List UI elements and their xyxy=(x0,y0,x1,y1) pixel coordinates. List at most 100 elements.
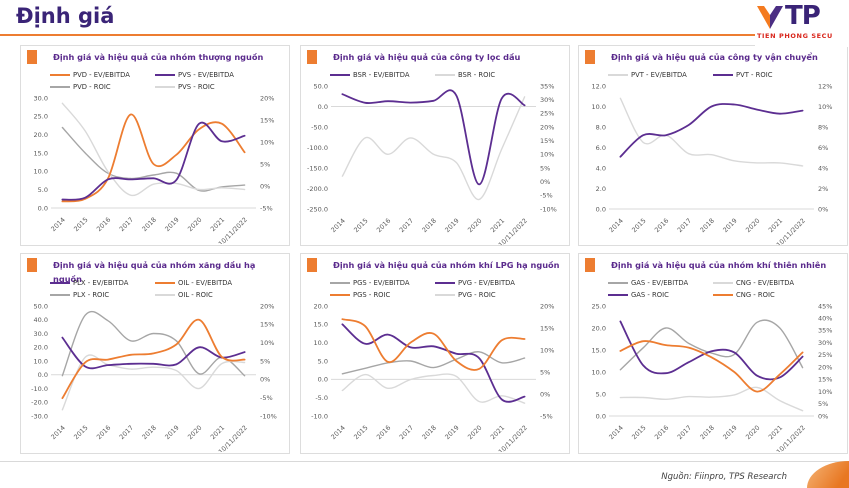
right-axis-tick: 45% xyxy=(818,302,832,310)
chart-title: Định giá và hiệu quả của nhóm khí LPG hạ… xyxy=(333,260,560,270)
legend-swatch xyxy=(155,294,175,296)
right-axis-tick: 30% xyxy=(818,339,832,347)
chart-title: Định giá và hiệu quả của nhóm thượng ngu… xyxy=(53,52,264,62)
legend-swatch xyxy=(155,282,175,284)
right-axis-tick: 0% xyxy=(540,390,550,398)
chart-legend: PGS - EV/EBITDA PVG - EV/EBITDA PGS - ROIC… xyxy=(301,276,569,301)
legend-label: CNG - ROIC xyxy=(736,291,775,299)
x-axis-label: 2015 xyxy=(72,424,89,441)
x-axis-label: 2021 xyxy=(209,216,226,233)
legend-item: CNG - ROIC xyxy=(713,289,818,301)
left-axis-tick: 30.0 xyxy=(34,94,48,102)
legend-item: PVD - ROIC xyxy=(50,81,155,93)
legend-swatch xyxy=(713,294,733,296)
right-axis-tick: 25% xyxy=(540,110,554,118)
left-axis-tick: 12.0 xyxy=(592,82,606,90)
right-axis-tick: 5% xyxy=(260,160,270,168)
x-axis-label: 2016 xyxy=(95,424,112,441)
legend-swatch xyxy=(608,294,628,296)
title-bullet-icon xyxy=(307,50,317,64)
series-line-bsr-roic xyxy=(341,96,526,201)
chart-title-bar: Định giá và hiệu quả của nhóm xăng dầu h… xyxy=(21,254,289,284)
right-axis-tick: 4% xyxy=(818,164,828,172)
x-axis-label: 2018 xyxy=(699,424,716,441)
legend-swatch xyxy=(50,294,70,296)
legend-swatch xyxy=(50,86,70,88)
chart-plot: 30.0 25.0 20.0 15.0 10.0 5.0 0.0 20% 15% 10% 5% 0% -… xyxy=(34,94,275,248)
right-axis-tick: -5% xyxy=(540,192,553,200)
left-axis-tick: 0.0 xyxy=(38,204,48,212)
left-axis-tick: 6.0 xyxy=(596,144,606,152)
x-axis-label: 2019 xyxy=(721,424,738,441)
series-line-pvs-ev-ebitda xyxy=(61,121,246,201)
left-axis-tick: 10.0 xyxy=(34,168,48,176)
x-axis-label: 2021 xyxy=(767,217,784,234)
tps-logo-icon xyxy=(757,6,783,29)
right-axis-tick: 10% xyxy=(818,103,832,111)
legend-item: PLX - EV/EBITDA xyxy=(50,277,155,289)
left-axis-tick: 15.0 xyxy=(592,346,606,354)
left-axis-tick: -250.0 xyxy=(307,205,328,213)
legend-item: GAS - ROIC xyxy=(608,289,713,301)
series-line-pvs-roic xyxy=(61,102,246,197)
chart-panel-4: Định giá và hiệu quả của nhóm xăng dầu h… xyxy=(20,253,290,456)
title-bullet-icon xyxy=(585,258,595,272)
left-axis-tick: 25.0 xyxy=(34,113,48,121)
x-axis-label: 2018 xyxy=(141,216,158,233)
left-axis-tick: 4.0 xyxy=(596,164,606,172)
chart-title-bar: Định giá và hiệu quả của nhóm thượng ngu… xyxy=(21,46,289,68)
chart-legend: PVT - EV/EBITDA PVT - ROIC xyxy=(579,68,847,81)
tps-logo: TP TIEN PHONG SECU xyxy=(755,3,849,47)
logo-text: TP xyxy=(785,1,821,31)
right-axis-tick: 20% xyxy=(818,363,832,371)
x-axis-label: 2019 xyxy=(721,217,738,234)
chart-panel-3: Định giá và hiệu quả của công ty vận chu… xyxy=(578,45,848,249)
left-axis-tick: 10.0 xyxy=(34,357,48,365)
legend-label: PVD - ROIC xyxy=(73,83,111,91)
x-axis-label: 2018 xyxy=(421,424,438,441)
x-axis-label: 2017 xyxy=(676,424,693,441)
left-axis-tick: -10.0 xyxy=(31,385,48,393)
x-axis-label: 2014 xyxy=(49,216,66,233)
series-line-oil-ev-ebitda xyxy=(61,318,246,400)
right-axis-tick: 15% xyxy=(540,324,554,332)
series-line-gas-ev-ebitda xyxy=(619,319,804,371)
left-axis-tick: 40.0 xyxy=(34,316,48,324)
right-axis-tick: 10% xyxy=(540,346,554,354)
legend-item: PGS - ROIC xyxy=(330,289,435,301)
footer-divider xyxy=(0,461,849,462)
legend-swatch xyxy=(330,282,350,284)
legend-label: OIL - ROIC xyxy=(178,291,213,299)
header-divider xyxy=(0,34,849,36)
legend-item: GAS - EV/EBITDA xyxy=(608,277,713,289)
legend-label: PVS - ROIC xyxy=(178,83,215,91)
right-axis-tick: 20% xyxy=(260,302,274,310)
legend-item: PGS - EV/EBITDA xyxy=(330,277,435,289)
right-axis-tick: 0% xyxy=(540,178,550,186)
x-axis-label: 2017 xyxy=(118,424,135,441)
x-axis-label: 2021 xyxy=(209,424,226,441)
legend-label: PGS - ROIC xyxy=(353,291,391,299)
x-axis-label: 2017 xyxy=(398,424,415,441)
x-axis-label: 2018 xyxy=(421,217,438,234)
left-axis-tick: 0.0 xyxy=(318,103,328,111)
x-axis-label: 2015 xyxy=(352,217,369,234)
left-axis-tick: -10.0 xyxy=(311,412,328,420)
left-axis-tick: 10.0 xyxy=(592,103,606,111)
right-axis-tick: 10% xyxy=(540,151,554,159)
x-axis-label: 2017 xyxy=(398,217,415,234)
chart-title-bar: Định giá và hiệu quả của nhóm khí thiên … xyxy=(579,254,847,276)
left-axis-tick: 8.0 xyxy=(596,123,606,131)
legend-label: GAS - EV/EBITDA xyxy=(631,279,689,287)
left-axis-tick: -20.0 xyxy=(31,399,48,407)
chart-title-bar: Định giá và hiệu quả của công ty lọc dầu xyxy=(301,46,569,68)
legend-label: CNG - EV/EBITDA xyxy=(736,279,794,287)
left-axis-tick: 0.0 xyxy=(38,371,48,379)
left-axis-tick: 15.0 xyxy=(34,149,48,157)
x-axis-label: 2019 xyxy=(443,424,460,441)
right-axis-tick: 15% xyxy=(260,321,274,329)
series-line-pgs-roic xyxy=(341,318,526,371)
chart-plot: 50.040.030.020.010.00.0-10.0-20.0-30.020… xyxy=(31,302,277,456)
x-axis-label: 2019 xyxy=(163,216,180,233)
chart-plot: 25.0 20.0 15.0 10.0 5.0 0.0 45% 40% 35% 30% 25% 20%… xyxy=(592,302,833,456)
